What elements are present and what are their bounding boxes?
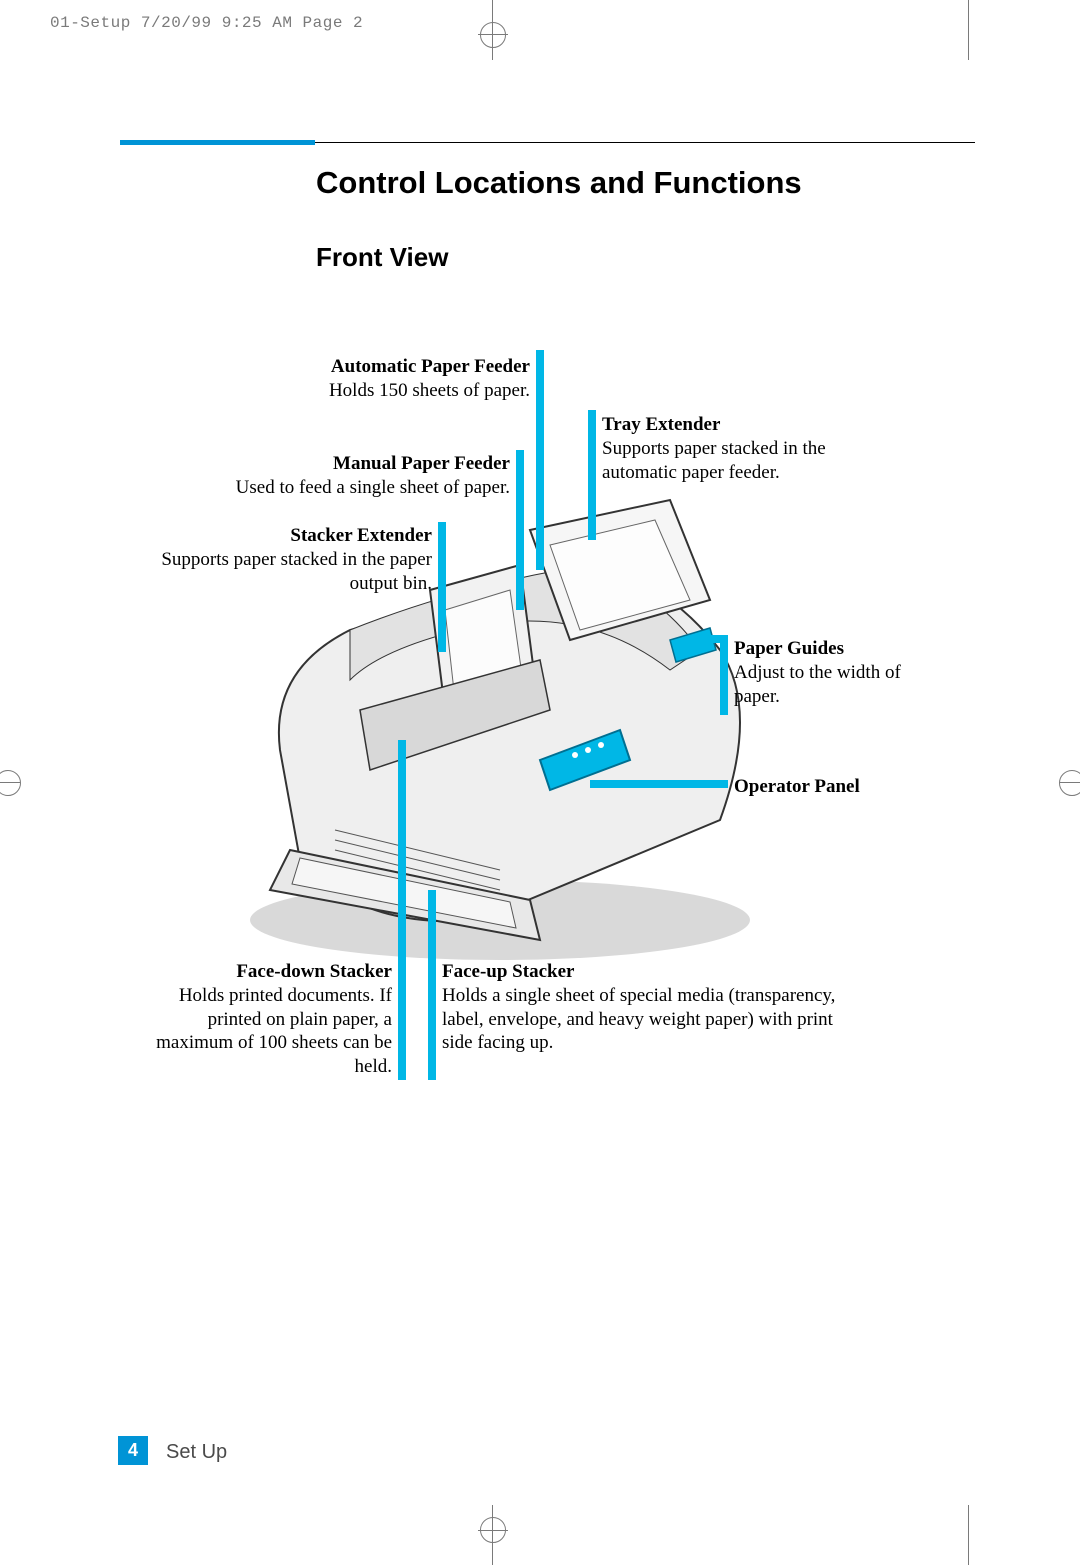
leader-line	[690, 635, 728, 643]
callout-desc: Holds a single sheet of special media (t…	[442, 985, 835, 1054]
leader-line	[720, 635, 728, 715]
register-mark	[480, 22, 506, 48]
leader-line	[398, 740, 406, 1080]
register-mark	[0, 770, 21, 796]
callout-desc: Supports paper stacked in the automatic …	[602, 438, 826, 483]
callout-title: Face-up Stacker	[442, 961, 574, 982]
page-footer: 4 Set Up	[118, 1436, 227, 1465]
print-slug: 01-Setup 7/20/99 9:25 AM Page 2	[50, 14, 363, 32]
leader-line	[590, 780, 728, 788]
crop-mark	[968, 0, 969, 60]
register-mark	[1059, 770, 1080, 796]
header-rule-thin	[315, 142, 975, 143]
callout-face-up: Face-up Stacker Holds a single sheet of …	[442, 960, 862, 1055]
section-subtitle: Front View	[316, 242, 448, 273]
header-rule-accent	[120, 140, 315, 145]
leader-line	[588, 410, 596, 540]
leader-line	[438, 522, 446, 652]
front-view-diagram: Automatic Paper Feeder Holds 150 sheets …	[120, 300, 960, 1120]
leader-line	[516, 450, 524, 610]
leader-line	[536, 350, 544, 570]
footer-section: Set Up	[166, 1441, 227, 1464]
page-title: Control Locations and Functions	[316, 165, 802, 201]
callout-manual-feeder: Manual Paper Feeder Used to feed a singl…	[170, 452, 510, 500]
callout-tray-extender: Tray Extender Supports paper stacked in …	[602, 413, 892, 484]
callout-title: Tray Extender	[602, 414, 720, 435]
callout-title: Stacker Extender	[290, 525, 432, 546]
crop-mark	[492, 20, 493, 50]
callout-operator-panel: Operator Panel	[734, 775, 934, 799]
callout-desc: Used to feed a single sheet of paper.	[236, 477, 510, 498]
callout-title: Face-down Stacker	[236, 961, 392, 982]
crop-mark	[478, 1530, 508, 1531]
page-number: 4	[118, 1436, 148, 1465]
callout-title: Manual Paper Feeder	[333, 453, 510, 474]
callout-title: Automatic Paper Feeder	[331, 356, 530, 377]
crop-mark	[478, 34, 508, 35]
callout-title: Paper Guides	[734, 638, 844, 659]
callout-desc: Adjust to the width of paper.	[734, 662, 901, 707]
callout-face-down: Face-down Stacker Holds printed document…	[142, 960, 392, 1079]
callout-desc: Holds printed documents. If printed on p…	[156, 985, 392, 1077]
crop-mark	[968, 1505, 969, 1565]
callout-desc: Supports paper stacked in the paper outp…	[161, 549, 432, 594]
leader-line	[428, 890, 436, 1080]
callout-desc: Holds 150 sheets of paper.	[329, 380, 530, 401]
callout-title: Operator Panel	[734, 776, 860, 797]
header-rule	[120, 140, 975, 145]
callout-stacker-extender: Stacker Extender Supports paper stacked …	[150, 524, 432, 595]
callout-auto-feeder: Automatic Paper Feeder Holds 150 sheets …	[250, 355, 530, 403]
callout-paper-guides: Paper Guides Adjust to the width of pape…	[734, 637, 934, 708]
